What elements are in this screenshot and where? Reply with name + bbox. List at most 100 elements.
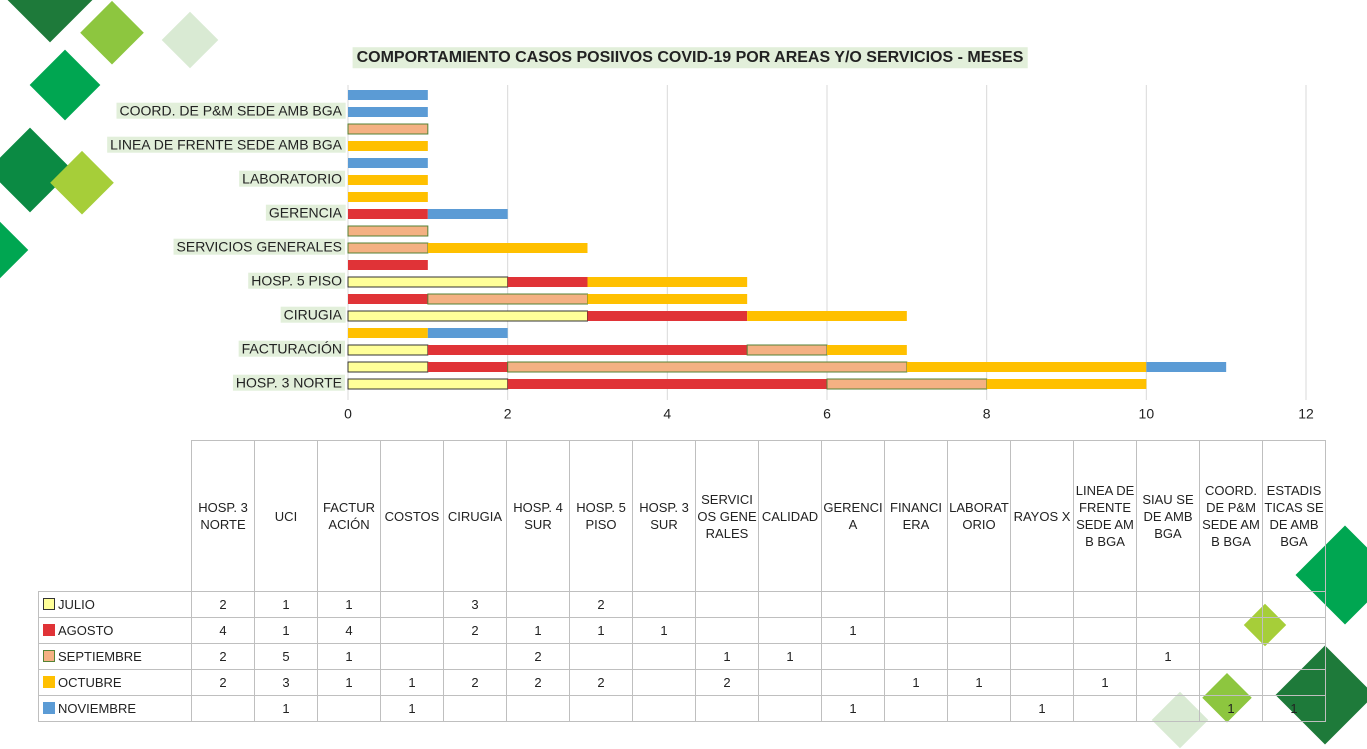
- y-tick-label: LINEA DE FRENTE SEDE AMB BGA: [110, 137, 343, 153]
- data-cell: 1: [317, 591, 381, 618]
- legend-key: [43, 624, 55, 636]
- data-cell: [632, 669, 696, 696]
- bar: [507, 379, 827, 389]
- data-cell: 2: [506, 669, 570, 696]
- data-cell: [1136, 669, 1200, 696]
- column-header: COSTOS: [380, 440, 444, 592]
- data-cell: [695, 695, 759, 722]
- bar: [347, 361, 429, 373]
- bar: [348, 192, 428, 202]
- data-cell: 2: [191, 643, 255, 670]
- data-cell: [1262, 591, 1326, 618]
- data-cell: 2: [191, 591, 255, 618]
- data-cell: [1073, 643, 1137, 670]
- column-header: FINANCIERA: [884, 440, 948, 592]
- data-cell: [758, 591, 822, 618]
- data-cell: [1136, 617, 1200, 644]
- legend-label: NOVIEMBRE: [58, 701, 137, 716]
- data-cell: 1: [380, 669, 444, 696]
- bar: [347, 242, 429, 254]
- data-cell: [1010, 643, 1074, 670]
- bar: [347, 310, 588, 322]
- bar: [427, 209, 508, 219]
- x-tick-label: 6: [823, 406, 831, 422]
- data-cell: 1: [821, 617, 885, 644]
- data-cell: 2: [695, 669, 759, 696]
- column-header: HOSP. 4 SUR: [506, 440, 570, 592]
- data-cell: 1: [632, 617, 696, 644]
- bar: [1146, 362, 1227, 372]
- data-cell: [1262, 617, 1326, 644]
- y-tick-label: HOSP. 3 NORTE: [236, 375, 342, 391]
- y-tick-label-background: [173, 238, 345, 255]
- bar: [427, 243, 588, 253]
- data-cell: [758, 617, 822, 644]
- data-cell: [758, 669, 822, 696]
- y-tick-label: HOSP. 5 PISO: [251, 273, 342, 289]
- y-tick-label-group: LABORATORIO: [239, 170, 346, 187]
- y-tick-label-group: SERVICIOS GENERALES: [173, 238, 345, 255]
- data-cell: [632, 643, 696, 670]
- bar: [747, 311, 907, 321]
- bar: [587, 311, 748, 321]
- y-tick-label-background: [238, 340, 345, 357]
- data-cell: [443, 643, 507, 670]
- y-tick-label-background: [116, 102, 346, 119]
- y-tick-label-background: [107, 136, 346, 153]
- data-cell: 1: [695, 643, 759, 670]
- bar: [826, 378, 988, 390]
- data-cell: 5: [254, 643, 318, 670]
- bar: [348, 260, 428, 270]
- data-row: AGOSTO 4 1 4 2 1 1 1 1: [38, 617, 1326, 644]
- y-tick-label-background: [280, 306, 346, 323]
- data-cell: [380, 643, 444, 670]
- bar: [507, 277, 588, 287]
- y-tick-label: SERVICIOS GENERALES: [177, 239, 342, 255]
- legend-key: [43, 598, 55, 610]
- data-cell: 2: [569, 669, 633, 696]
- y-tick-label-background: [239, 170, 346, 187]
- data-cell: [695, 591, 759, 618]
- bar: [587, 277, 748, 287]
- bar: [348, 294, 428, 304]
- data-cell: [821, 591, 885, 618]
- data-cell: [1199, 669, 1263, 696]
- row-header: OCTUBRE: [38, 669, 192, 696]
- y-tick-label-group: HOSP. 3 NORTE: [232, 374, 345, 391]
- bar: [427, 293, 589, 305]
- header-row: HOSP. 3 NORTE UCI FACTURACIÓN COSTOS CIRUGIA…: [38, 440, 1326, 592]
- x-tick-label: 0: [344, 406, 352, 422]
- data-cell: 1: [1262, 695, 1326, 722]
- data-cell: 1: [254, 591, 318, 618]
- title-background: [352, 47, 1028, 69]
- column-header: LINEA DE FRENTE SEDE AMB BGA: [1073, 440, 1137, 592]
- data-cell: [947, 617, 1011, 644]
- legend-label: OCTUBRE: [58, 675, 122, 690]
- y-tick-label: COORD. DE P&M SEDE AMB BGA: [120, 103, 343, 119]
- data-cell: 1: [1010, 695, 1074, 722]
- y-tick-label: CIRUGIA: [284, 307, 343, 323]
- data-cell: [1010, 669, 1074, 696]
- data-cell: [947, 643, 1011, 670]
- bar: [347, 123, 429, 135]
- data-cell: [758, 695, 822, 722]
- bar: [427, 362, 508, 372]
- data-cell: [821, 669, 885, 696]
- data-cell: 2: [443, 617, 507, 644]
- data-row: SEPTIEMBRE 2 5 1 2 1 1 1: [38, 643, 1326, 670]
- data-row: JULIO 2 1 1 3 2: [38, 591, 1326, 618]
- data-cell: [884, 695, 948, 722]
- bar: [347, 344, 429, 356]
- data-cell: 1: [506, 617, 570, 644]
- data-cell: 1: [1199, 695, 1263, 722]
- y-tick-label-group: GERENCIA: [265, 204, 346, 221]
- data-cell: 1: [569, 617, 633, 644]
- data-cell: [884, 643, 948, 670]
- column-header: SERVICIOS GENERALES: [695, 440, 759, 592]
- column-header: COORD. DE P&M SEDE AMB BGA: [1199, 440, 1263, 592]
- x-tick-label: 10: [1139, 406, 1155, 422]
- data-cell: [380, 591, 444, 618]
- bar: [347, 276, 509, 288]
- y-tick-label-group: COORD. DE P&M SEDE AMB BGA: [116, 102, 346, 119]
